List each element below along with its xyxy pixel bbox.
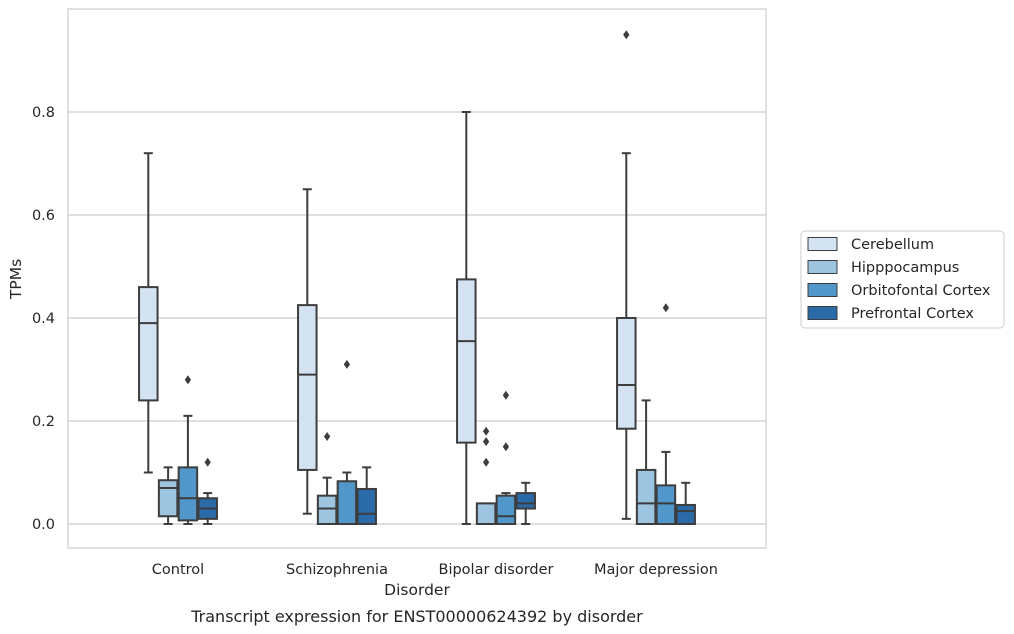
outlier-point xyxy=(662,303,670,313)
box-cerebellum-control xyxy=(138,152,159,474)
x-axis-ticks: Control Schizophrenia Bipolar disorder Majo… xyxy=(152,562,718,578)
chart-marks xyxy=(138,30,696,526)
legend-label: Orbitofontal Cortex xyxy=(851,283,991,299)
legend-label: Prefrontal Cortex xyxy=(851,306,974,322)
box-orbitofontal-cortex-bipolar-disorder xyxy=(495,390,517,525)
outlier-point xyxy=(482,437,490,447)
y-tick-label: 0.2 xyxy=(32,414,55,430)
outlier-point xyxy=(204,457,211,467)
x-tick-label: Control xyxy=(152,562,204,578)
y-axis-ticks: 0.0 0.2 0.4 0.6 0.8 xyxy=(32,105,55,533)
box-body xyxy=(655,484,677,525)
box-cerebellum-schizophrenia xyxy=(297,188,318,515)
box-cerebellum-major-depression xyxy=(616,30,637,520)
box-orbitofontal-cortex-control xyxy=(177,375,199,525)
box-body xyxy=(475,502,497,525)
box-prefrontal-cortex-bipolar-disorder xyxy=(515,481,536,525)
legend-frame xyxy=(800,230,1005,329)
box-body xyxy=(616,317,637,430)
y-tick-label: 0.6 xyxy=(32,208,55,224)
outlier-point xyxy=(482,426,490,436)
box-prefrontal-cortex-major-depression xyxy=(675,481,696,526)
box-body xyxy=(675,503,696,526)
box-prefrontal-cortex-schizophrenia xyxy=(356,466,377,526)
box-body xyxy=(515,492,536,510)
plot-frame xyxy=(67,8,767,549)
x-axis-title: Disorder xyxy=(384,581,450,599)
box-body xyxy=(635,468,657,525)
box-body xyxy=(316,494,338,525)
legend-swatch xyxy=(807,237,838,251)
box-hipppocampus-schizophrenia xyxy=(316,431,338,525)
legend-label: Cerebellum xyxy=(851,237,934,253)
outlier-point xyxy=(343,359,351,369)
outlier-point xyxy=(323,431,331,441)
box-body xyxy=(336,480,358,526)
outlier-point xyxy=(482,457,490,467)
outlier-point xyxy=(502,390,510,400)
legend: Cerebellum Hipppocampus Orbitofontal Corte… xyxy=(800,230,1005,329)
box-hipppocampus-major-depression xyxy=(635,399,657,525)
outlier-point xyxy=(184,375,192,385)
legend-swatch xyxy=(807,260,838,274)
box-prefrontal-cortex-control xyxy=(197,457,218,525)
box-body xyxy=(138,286,159,402)
box-body xyxy=(456,278,477,444)
outlier-point xyxy=(502,442,510,452)
legend-label: Hipppocampus xyxy=(851,260,959,276)
x-tick-label: Major depression xyxy=(594,562,718,578)
legend-swatch xyxy=(807,306,838,320)
outlier-point xyxy=(623,30,630,40)
box-body xyxy=(157,479,179,518)
box-body xyxy=(297,304,318,471)
box-cerebellum-bipolar-disorder xyxy=(456,111,477,525)
chart-caption: Transcript expression for ENST0000062439… xyxy=(190,607,643,626)
box-orbitofontal-cortex-schizophrenia xyxy=(336,359,358,526)
box-body xyxy=(356,487,377,526)
box-orbitofontal-cortex-major-depression xyxy=(655,303,677,525)
x-tick-label: Bipolar disorder xyxy=(439,562,554,578)
box-hipppocampus-control xyxy=(157,466,179,525)
legend-swatch xyxy=(807,283,838,297)
gridlines xyxy=(68,111,766,525)
y-tick-label: 0.0 xyxy=(32,517,55,533)
y-axis-title: TPMs xyxy=(7,259,25,300)
box-body xyxy=(495,494,517,525)
y-tick-label: 0.4 xyxy=(32,311,55,327)
box-body xyxy=(177,466,199,522)
y-tick-label: 0.8 xyxy=(32,105,55,121)
box-hipppocampus-bipolar-disorder xyxy=(475,426,497,525)
x-tick-label: Schizophrenia xyxy=(286,562,388,578)
